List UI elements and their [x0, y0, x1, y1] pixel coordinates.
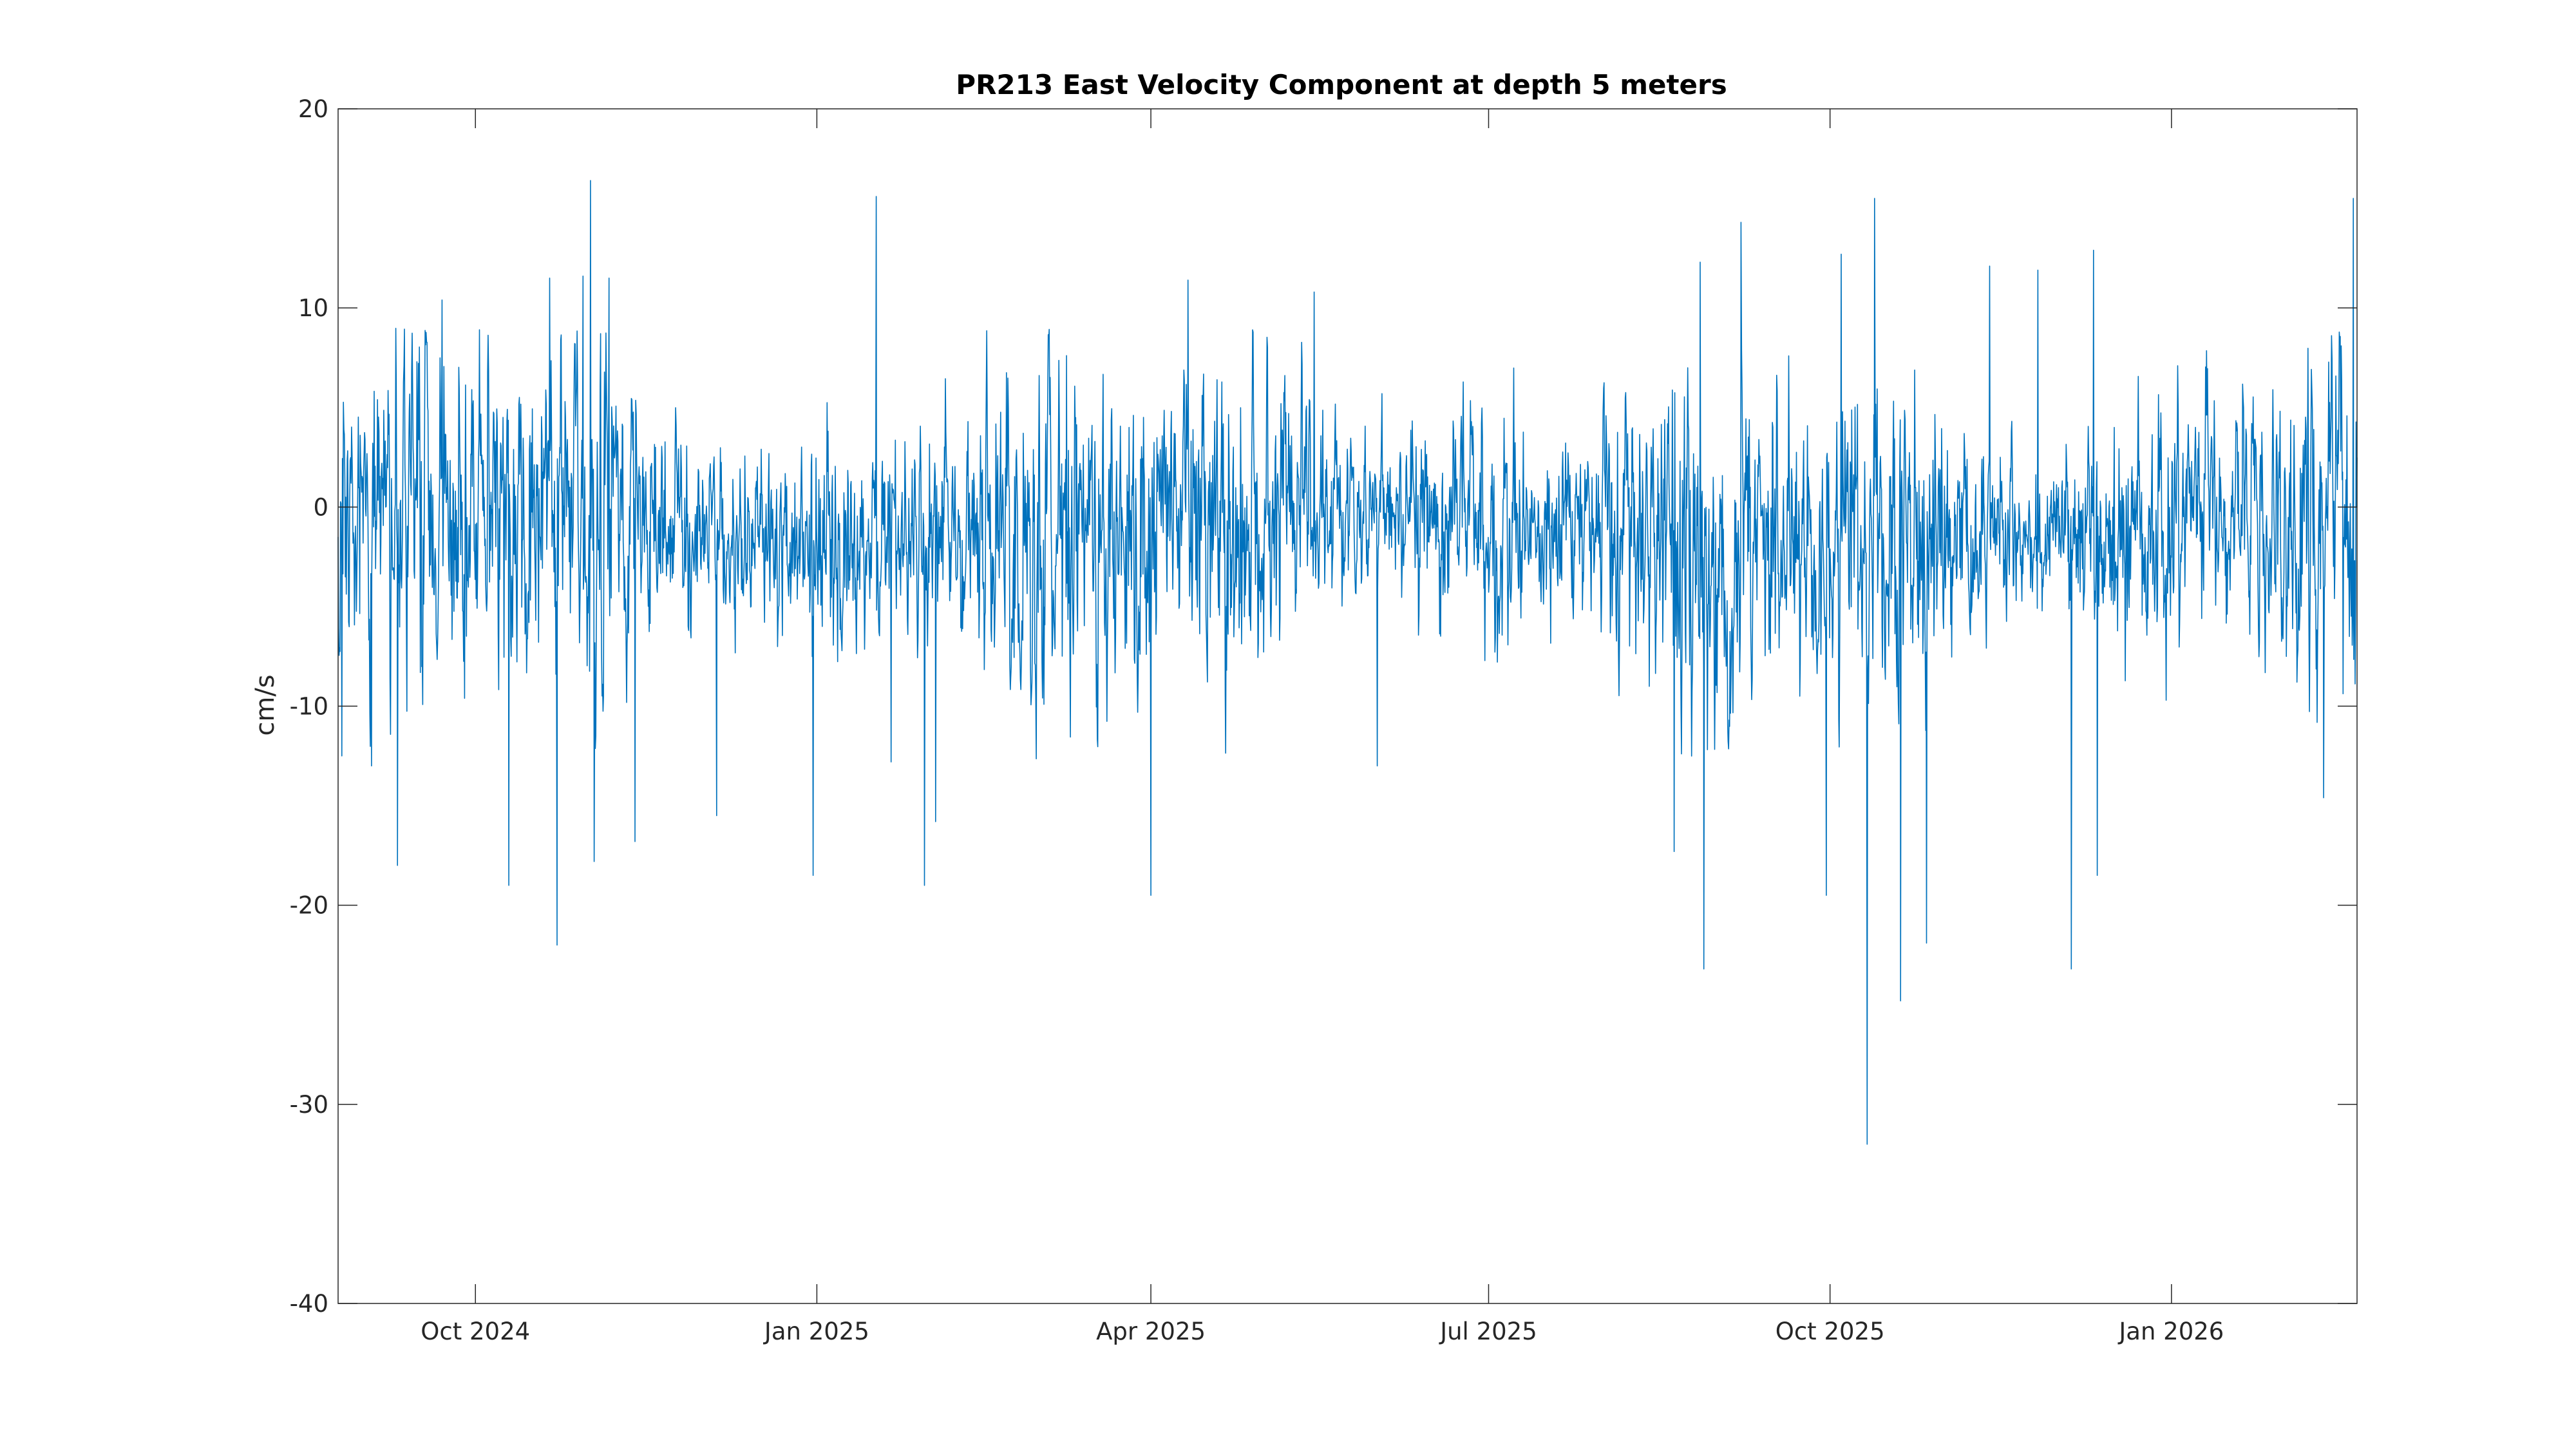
plot-background — [338, 109, 2357, 1303]
series-line — [337, 180, 2358, 1145]
x-tick-label: Jul 2025 — [1439, 1318, 1537, 1345]
x-tick-label: Jan 2026 — [2117, 1318, 2224, 1345]
chart-title: PR213 East Velocity Component at depth 5… — [956, 69, 1727, 100]
x-tick-label: Apr 2025 — [1096, 1318, 1206, 1345]
x-tick-label: Oct 2024 — [421, 1318, 530, 1345]
y-tick-label: -30 — [290, 1091, 328, 1119]
y-tick-label: -20 — [290, 892, 328, 920]
y-tick-label: 10 — [298, 294, 328, 322]
y-tick-label: -10 — [290, 693, 328, 721]
axes: 20 10 0 -10 -20 -30 -40 Oct 2024 Jan 2025 Apr 202… — [290, 95, 2358, 1345]
y-axis-label: cm/s — [251, 674, 280, 735]
plot-area — [337, 109, 2358, 1303]
x-tick-label: Oct 2025 — [1776, 1318, 1885, 1345]
y-tick-label: 20 — [298, 95, 328, 123]
x-tick-label: Jan 2025 — [763, 1318, 869, 1345]
y-tick-label: -40 — [290, 1290, 328, 1318]
y-tick-label: 0 — [313, 493, 328, 521]
